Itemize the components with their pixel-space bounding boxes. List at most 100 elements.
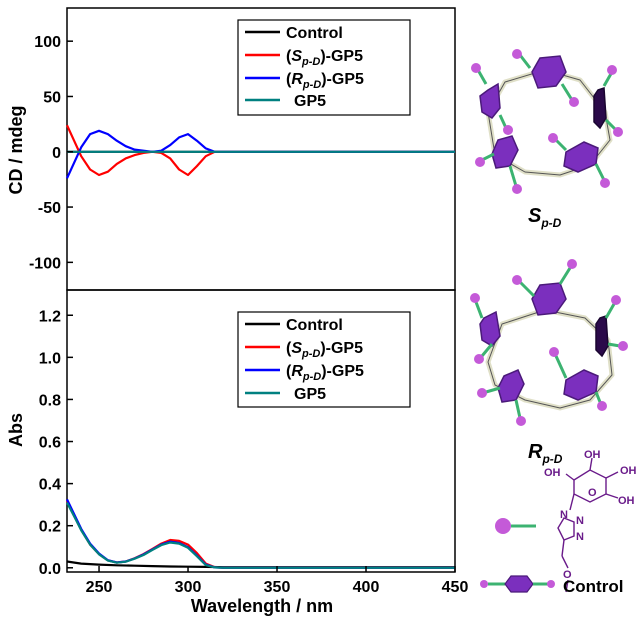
y-tick-label: -50	[38, 200, 61, 217]
y-tick-label: 0.6	[39, 435, 61, 452]
substituent-sphere	[618, 341, 628, 351]
structure-n-1: N	[560, 509, 568, 521]
substituent-sphere	[569, 97, 579, 107]
y-tick-label: 0.2	[39, 519, 61, 536]
ring-bond	[565, 579, 569, 593]
x-tick-label: 350	[264, 579, 291, 596]
ring-bond	[561, 555, 569, 569]
linker	[607, 342, 621, 348]
benzene-unit	[531, 282, 567, 316]
pillararene-model-r: Rp-D	[470, 259, 628, 466]
benzene-unit	[479, 82, 501, 119]
x-tick-label: 250	[86, 579, 113, 596]
linker	[554, 138, 568, 152]
benzene-unit	[563, 141, 599, 173]
abs-y-axis-title: Abs	[6, 413, 26, 447]
series-line-top-1	[65, 124, 455, 177]
substituent-sphere	[512, 275, 522, 285]
abs-plot-frame	[66, 289, 456, 573]
substituent-sphere	[611, 295, 621, 305]
cd-curves	[65, 124, 455, 179]
substituent-sphere	[516, 416, 526, 426]
cd-legend-label-control: Control	[286, 25, 343, 42]
abs-legend-box	[237, 311, 411, 408]
linker	[514, 399, 522, 419]
cd-y-axis-title: CD / mdeg	[6, 105, 26, 194]
abs-panel: 0.0 0.2 0.4 0.6 0.8 1.0 1.2 250 300 350 400 450 Ab…	[6, 289, 469, 616]
y-tick-label: 1.0	[39, 350, 61, 367]
substituent-sphere	[471, 63, 481, 73]
abs-y-axis: 0.0 0.2 0.4 0.6 0.8 1.0 1.2	[39, 308, 73, 578]
substituent-sphere	[512, 184, 522, 194]
structure-n-2: N	[576, 515, 584, 527]
ring-bond	[565, 473, 575, 481]
ring-bond	[605, 471, 619, 479]
linker	[518, 54, 532, 69]
linker	[560, 83, 574, 101]
x-tick-label: 450	[442, 579, 469, 596]
series-line-bottom-2	[66, 498, 455, 569]
abs-x-axis-title: Wavelength / nm	[191, 596, 333, 616]
structure-oh-3: OH	[618, 495, 635, 507]
y-tick-label: 0.4	[39, 477, 61, 494]
substituent-sphere	[600, 178, 610, 188]
structure-oh-2: OH	[620, 465, 637, 477]
substituent-sphere	[607, 65, 617, 75]
structure-oh-1: OH	[584, 449, 601, 461]
linker	[554, 355, 568, 379]
glucose-triazole-structure	[557, 457, 619, 593]
linker	[508, 165, 518, 187]
benzene-unit	[595, 314, 609, 358]
substituent-sphere	[548, 133, 558, 143]
substituent-sphere	[613, 127, 623, 137]
cd-legend-label-gp5: GP5	[294, 93, 326, 110]
ring-bond	[605, 493, 619, 499]
linker	[594, 391, 602, 403]
cd-legend: Control (Sp-D)-GP5 (Rp-D)-GP5 GP5	[237, 19, 411, 116]
linker	[476, 69, 488, 85]
pillararene-model-s: Sp-D	[471, 49, 623, 230]
linker	[594, 163, 606, 181]
structure-legend: OH OH OH OH O N N N O Control	[480, 449, 637, 596]
linker	[558, 267, 572, 285]
model-label-s: Sp-D	[528, 205, 562, 230]
benzene-unit	[593, 86, 607, 130]
linker	[474, 301, 484, 319]
cd-panel: 100 50 0 -50 -100 CD / mdeg Control (Sp-D)-G…	[6, 7, 456, 291]
substituent-sphere	[549, 347, 559, 357]
model-label-r: Rp-D	[528, 441, 563, 466]
linker	[480, 343, 494, 357]
linker	[498, 114, 508, 129]
series-line-bottom-3	[66, 502, 455, 569]
substituent-sphere	[503, 125, 513, 135]
x-tick-label: 400	[353, 579, 380, 596]
control-structure-label: Control	[563, 577, 623, 596]
abs-curves	[66, 498, 455, 569]
series-line-top-2	[65, 129, 455, 179]
abs-legend-label-s: (Sp-D)-GP5	[286, 340, 363, 360]
substituent-sphere	[597, 401, 607, 411]
linker	[485, 386, 501, 394]
abs-legend-label-control: Control	[286, 317, 343, 334]
linker	[604, 118, 618, 132]
cd-y-axis: 100 50 0 -50 -100	[29, 34, 73, 272]
sphere-symbol	[495, 518, 511, 534]
linker	[604, 303, 616, 319]
ring-bond	[569, 493, 575, 511]
y-tick-label: 50	[43, 89, 61, 106]
abs-legend-label-gp5: GP5	[294, 386, 326, 403]
abs-x-axis: 250 300 350 400 450	[86, 566, 469, 596]
y-tick-label: 1.2	[39, 308, 61, 325]
series-line-bottom-1	[66, 499, 455, 569]
y-tick-label: 0.8	[39, 392, 61, 409]
ring-bond	[589, 457, 593, 471]
structure-oh-4: OH	[544, 467, 561, 479]
x-tick-label: 300	[175, 579, 202, 596]
y-tick-label: 0.0	[39, 561, 61, 578]
benzene-symbol-end	[480, 580, 488, 588]
structure-n-3: N	[576, 531, 584, 543]
y-tick-label: 0	[52, 145, 61, 162]
substituent-sphere	[475, 157, 485, 167]
linker	[518, 280, 536, 298]
benzene-symbol	[504, 575, 534, 593]
